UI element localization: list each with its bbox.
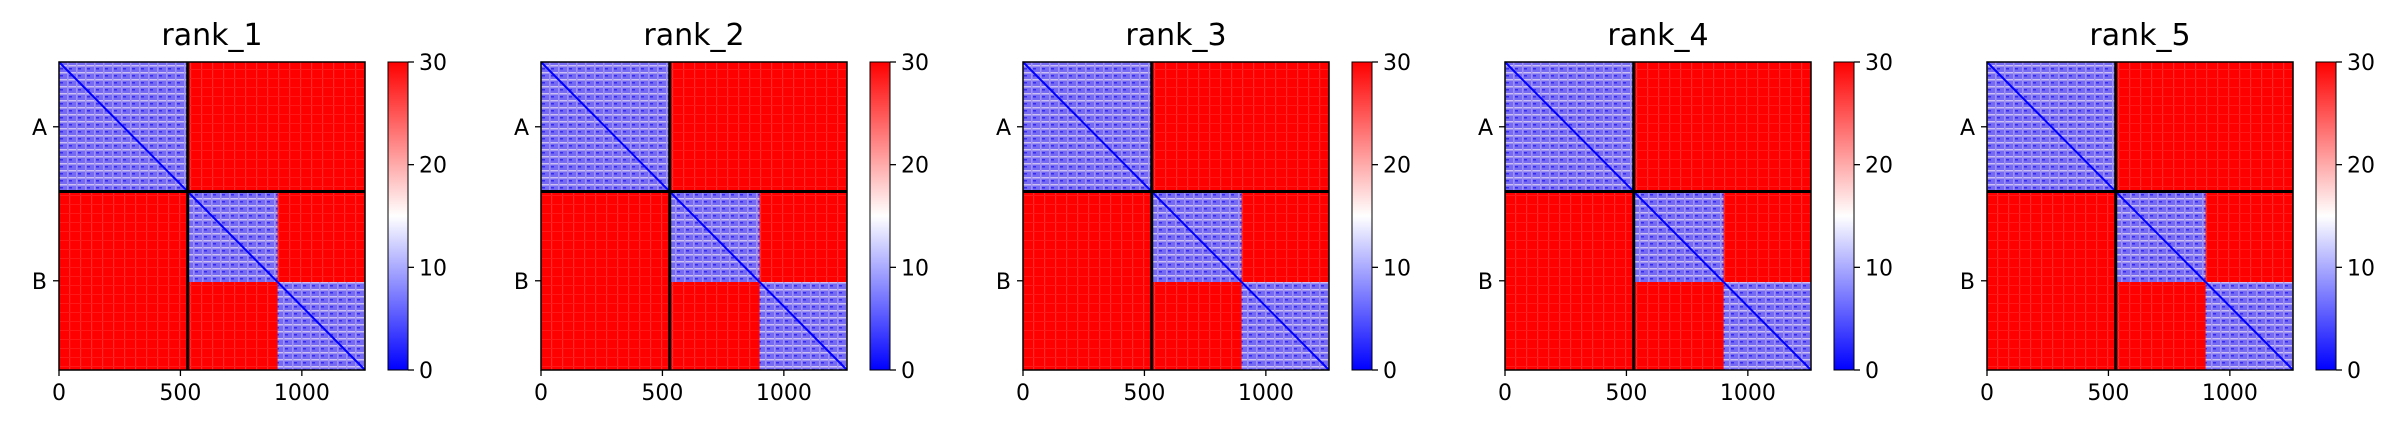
ytick-label-B: B <box>996 270 1011 295</box>
colorbar <box>869 61 891 371</box>
colorbar-tick-label-30: 30 <box>1383 51 1411 76</box>
panel-rank_4: rank_4 A B 0 500 1000 0 10 20 30 <box>1478 18 1893 406</box>
diagonal-line-2 <box>2115 190 2207 283</box>
panel-rank_5: rank_5 A B 0 500 1000 0 10 20 30 <box>1960 18 2375 406</box>
colorbar-tick-label-20: 20 <box>1865 154 1893 179</box>
diagonal-line-1 <box>1504 61 1635 193</box>
panel-rank_1: rank_1 A B 0 500 1000 0 10 20 30 <box>32 18 447 406</box>
heatmap-frame <box>1986 61 2294 371</box>
colorbar-tick-label-30: 30 <box>1865 51 1893 76</box>
colorbar-tick-label-0: 0 <box>1865 359 1879 384</box>
panel-rank_3: rank_3 A B 0 500 1000 0 10 20 30 <box>996 18 1411 406</box>
xtick-label-500: 500 <box>641 381 683 406</box>
diagonal-line-3 <box>1240 281 1330 371</box>
xtick-label-1000: 1000 <box>1238 381 1294 406</box>
colorbar <box>2315 61 2337 371</box>
panel-rank_2: rank_2 A B 0 500 1000 0 10 20 30 <box>514 18 929 406</box>
colorbar-tick-label-10: 10 <box>2347 256 2375 281</box>
xtick-label-0: 0 <box>534 381 548 406</box>
heatmap-frame <box>1504 61 1812 371</box>
colorbar-tick-label-0: 0 <box>901 359 915 384</box>
xtick-label-500: 500 <box>1123 381 1165 406</box>
xtick-label-0: 0 <box>1016 381 1030 406</box>
ytick-label-A: A <box>996 116 1011 141</box>
colorbar-tick-label-0: 0 <box>1383 359 1397 384</box>
colorbar-tick-label-20: 20 <box>1383 154 1411 179</box>
heatmap-frame <box>58 61 366 371</box>
colorbar-tick-label-30: 30 <box>901 51 929 76</box>
xtick-label-500: 500 <box>2087 381 2129 406</box>
xtick-label-1000: 1000 <box>2202 381 2258 406</box>
xtick-label-0: 0 <box>1498 381 1512 406</box>
ytick-label-B: B <box>32 270 47 295</box>
panel-title: rank_4 <box>1607 18 1708 53</box>
xtick-label-1000: 1000 <box>756 381 812 406</box>
panel-title: rank_5 <box>2089 18 2190 53</box>
colorbar <box>1833 61 1855 371</box>
ytick-label-A: A <box>1960 116 1975 141</box>
ytick-label-B: B <box>1478 270 1493 295</box>
colorbar-tick-label-20: 20 <box>2347 154 2375 179</box>
ytick-label-A: A <box>514 116 529 141</box>
colorbar <box>1351 61 1373 371</box>
diagonal-line-2 <box>1633 190 1725 283</box>
colorbar-tick-label-0: 0 <box>419 359 433 384</box>
ytick-label-B: B <box>1960 270 1975 295</box>
colorbar <box>387 61 409 371</box>
diagonal-line-2 <box>187 190 279 283</box>
ytick-label-A: A <box>1478 116 1493 141</box>
colorbar-tick-label-10: 10 <box>1383 256 1411 281</box>
panel-title: rank_3 <box>1125 18 1226 53</box>
colorbar-tick-label-30: 30 <box>419 51 447 76</box>
xtick-label-0: 0 <box>52 381 66 406</box>
xtick-label-500: 500 <box>159 381 201 406</box>
diagonal-line-1 <box>540 61 671 193</box>
heatmap-frame <box>540 61 848 371</box>
colorbar-tick-label-0: 0 <box>2347 359 2361 384</box>
xtick-label-500: 500 <box>1605 381 1647 406</box>
xtick-label-0: 0 <box>1980 381 1994 406</box>
diagonal-line-2 <box>1151 190 1243 283</box>
xtick-label-1000: 1000 <box>274 381 330 406</box>
colorbar-tick-label-10: 10 <box>419 256 447 281</box>
diagonal-line-3 <box>2204 281 2294 371</box>
colorbar-tick-label-20: 20 <box>419 154 447 179</box>
diagonal-line-1 <box>58 61 189 193</box>
diagonal-line-2 <box>669 190 761 283</box>
heatmap-frame <box>1022 61 1330 371</box>
colorbar-tick-label-20: 20 <box>901 154 929 179</box>
diagonal-line-3 <box>276 281 366 371</box>
panel-title: rank_2 <box>643 18 744 53</box>
colorbar-tick-label-30: 30 <box>2347 51 2375 76</box>
panel-title: rank_1 <box>161 18 262 53</box>
diagonal-line-3 <box>758 281 848 371</box>
colorbar-tick-label-10: 10 <box>901 256 929 281</box>
diagonal-line-1 <box>1986 61 2117 193</box>
ytick-label-A: A <box>32 116 47 141</box>
xtick-label-1000: 1000 <box>1720 381 1776 406</box>
ytick-label-B: B <box>514 270 529 295</box>
diagonal-line-1 <box>1022 61 1153 193</box>
diagonal-line-3 <box>1722 281 1812 371</box>
colorbar-tick-label-10: 10 <box>1865 256 1893 281</box>
